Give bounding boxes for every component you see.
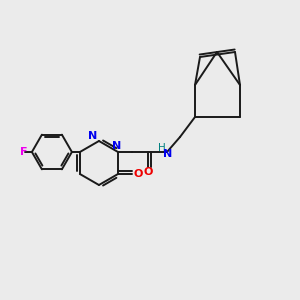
Text: N: N	[112, 141, 122, 151]
Text: O: O	[133, 169, 143, 179]
Text: H: H	[158, 143, 166, 153]
Text: O: O	[143, 167, 153, 177]
Text: N: N	[88, 131, 98, 141]
Text: F: F	[20, 147, 28, 157]
Text: N: N	[164, 149, 172, 159]
